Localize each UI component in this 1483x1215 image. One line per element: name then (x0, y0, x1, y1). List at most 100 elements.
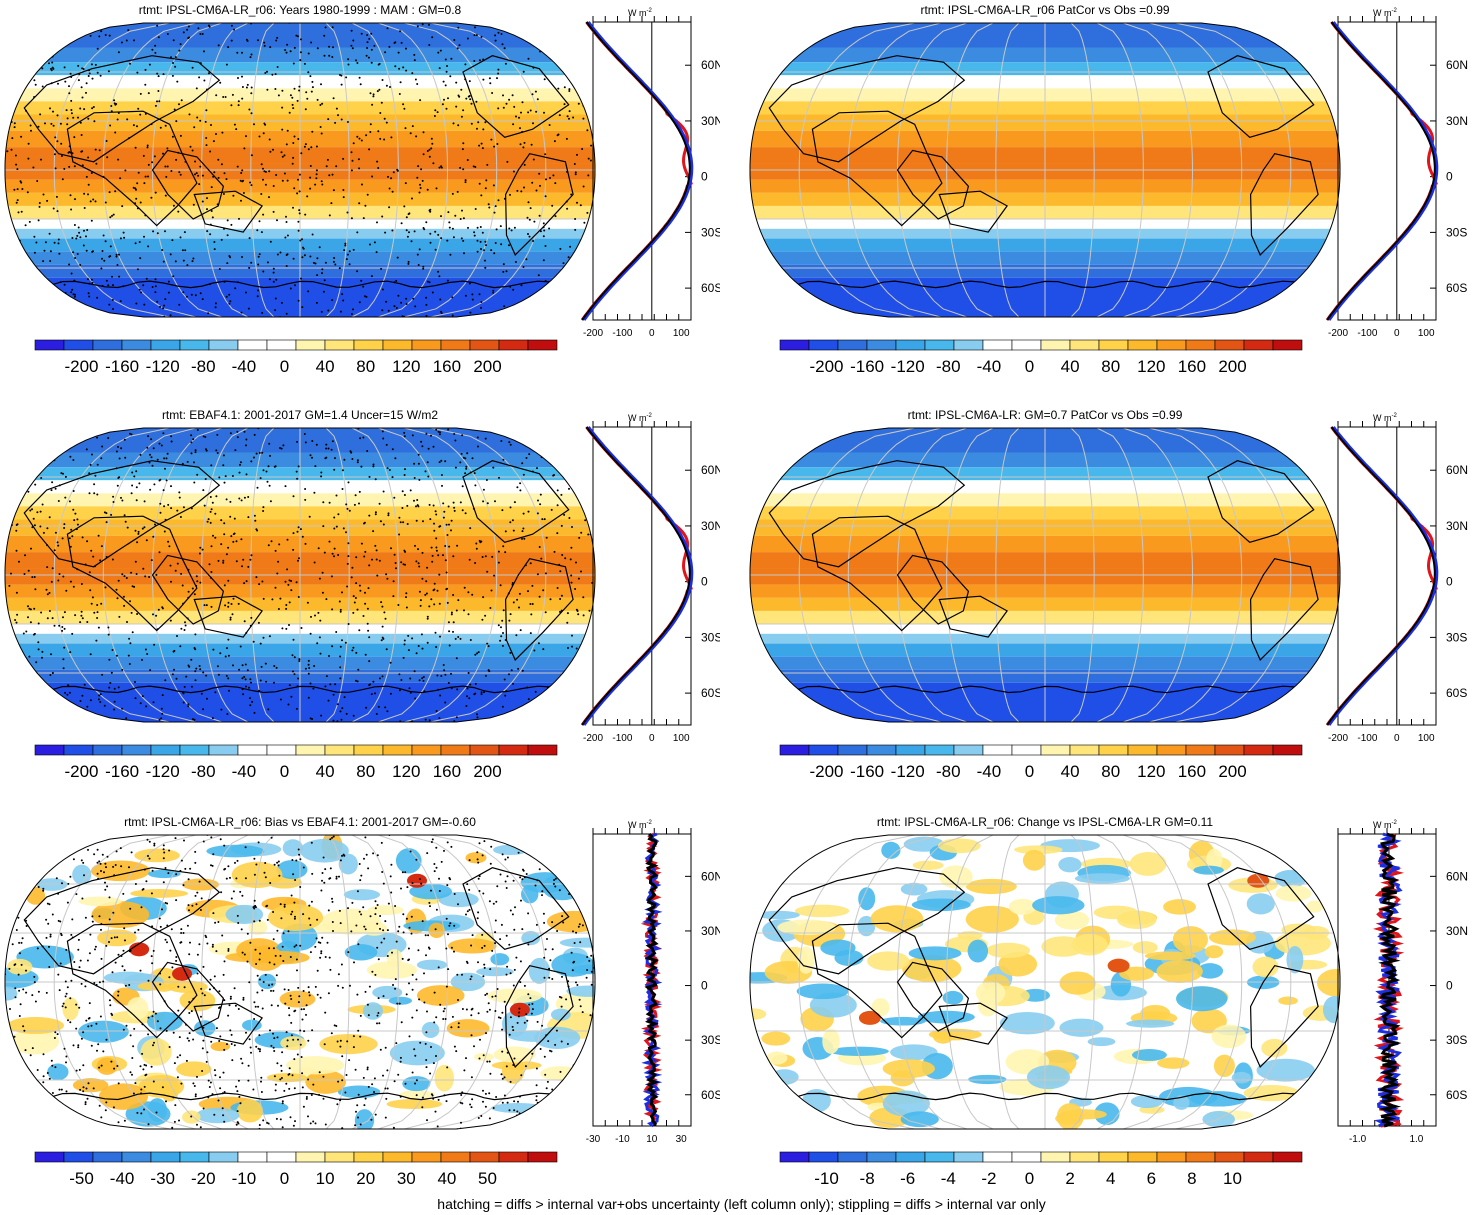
profile-unit: W m-2 (1373, 413, 1397, 423)
colorbar-swatch (779, 744, 810, 756)
field-blob (257, 973, 277, 990)
colorbar-swatch (92, 744, 123, 756)
colorbar-label: -30 (150, 1169, 175, 1188)
colorbar-label: -120 (146, 762, 180, 781)
colorbar-swatch (1214, 1151, 1245, 1163)
field-blob (1190, 1091, 1247, 1107)
field-blob (286, 1056, 345, 1075)
field-blob (305, 1070, 346, 1094)
colorbar-swatch (498, 339, 529, 351)
field-blob (1126, 1019, 1175, 1028)
colorbar-swatch (440, 1151, 471, 1163)
colorbar-swatch (837, 744, 868, 756)
profile-line-obs (1327, 426, 1439, 726)
lat-label: 0 (1446, 979, 1453, 993)
lat-label: 30N (701, 519, 720, 533)
colorbar-label: -80 (936, 357, 961, 376)
colorbar-label: -80 (191, 357, 216, 376)
world-map (749, 427, 1341, 723)
field-blob (1059, 971, 1096, 995)
colorbar-swatch (924, 744, 955, 756)
field-blob (72, 864, 92, 885)
field-blob (966, 878, 1017, 895)
profile-tick-label: 30 (676, 1134, 688, 1145)
field-blob (344, 944, 378, 961)
lat-label: 30S (1446, 1033, 1467, 1047)
field-blob (1261, 1038, 1288, 1058)
field-blob (1074, 873, 1130, 884)
field-blob (521, 931, 541, 946)
colorbar-label: -40 (977, 357, 1002, 376)
colorbar-swatch (382, 1151, 413, 1163)
field-blob (1246, 893, 1275, 915)
profile-tick-label: -100 (612, 733, 632, 744)
colorbar-swatch (150, 339, 181, 351)
field-blob (194, 1020, 216, 1037)
lat-label: 0 (701, 170, 708, 184)
colorbar-swatch (353, 1151, 384, 1163)
colorbar-swatch (808, 1151, 839, 1163)
field-blob (78, 1020, 129, 1043)
colorbar-swatch (1185, 339, 1216, 351)
colorbar-swatch (1156, 744, 1187, 756)
field-blob (820, 939, 856, 956)
field-blob (361, 921, 388, 936)
panel-svg: rtmt: IPSL-CM6A-LR_r06: Change vs IPSL-C… (749, 815, 1468, 1188)
colorbar-label: 160 (1178, 762, 1206, 781)
field-blob (248, 919, 268, 936)
lat-label: 30S (701, 630, 720, 644)
profile-unit: W m-2 (628, 8, 652, 18)
lat-label: 60S (1446, 686, 1467, 700)
colorbar-label: 0 (1025, 1169, 1034, 1188)
colorbar-swatch (469, 339, 500, 351)
colorbar-swatch (982, 1151, 1013, 1163)
lat-label: 0 (701, 575, 708, 589)
colorbar-swatch (179, 744, 210, 756)
field-blob (299, 838, 349, 863)
profile-line-reference (581, 21, 691, 321)
profile-tick-label: -200 (1328, 328, 1348, 339)
colorbar-label: -10 (232, 1169, 257, 1188)
profile-line-model (1373, 833, 1405, 1128)
colorbar-label: -120 (891, 762, 925, 781)
field-blob (1176, 986, 1228, 1012)
colorbar-swatch (982, 339, 1013, 351)
panel-obs-mean: rtmt: EBAF4.1: 2001-2017 GM=1.4 Uncer=15… (0, 405, 723, 800)
colorbar: -10 -8 -6 -4 -2 0 2 4 6 8 10 (779, 1151, 1303, 1188)
field-blob (1117, 910, 1157, 930)
profile-tick-label: -200 (583, 328, 603, 339)
colorbar-label: -40 (232, 357, 257, 376)
profile-line-obs (582, 426, 694, 726)
colorbar-swatch (527, 339, 558, 351)
colorbar-label: 120 (392, 357, 420, 376)
field-blob (1129, 852, 1167, 876)
colorbar-swatch (324, 339, 355, 351)
field-blob (279, 990, 316, 1008)
colorbar-swatch (295, 744, 326, 756)
colorbar-swatch (324, 1151, 355, 1163)
profile-line-reference (1326, 21, 1436, 321)
footnote: hatching = diffs > internal var+obs unce… (437, 1196, 1046, 1212)
lat-label: 30N (1446, 924, 1468, 938)
colorbar-swatch (1127, 744, 1158, 756)
coastlines (768, 460, 1319, 694)
colorbar-label: -4 (941, 1169, 956, 1188)
field-blob (917, 1010, 975, 1024)
colorbar-swatch (121, 744, 152, 756)
colorbar-swatch (895, 1151, 926, 1163)
colorbar-label: 40 (316, 357, 335, 376)
colorbar-label: -6 (900, 1169, 915, 1188)
lat-label: 60S (1446, 1088, 1467, 1102)
colorbar-swatch (440, 339, 471, 351)
colorbar-swatch (866, 1151, 897, 1163)
colorbar-swatch (34, 1151, 65, 1163)
zonal-profile: W m-2 60N 30N 0 30S 60S -200 -100 0 100 (1325, 8, 1468, 339)
field-blob (1252, 956, 1279, 978)
profile-tick-label: 0 (1394, 733, 1400, 744)
field-blob (881, 841, 901, 859)
lat-label: 30N (701, 924, 720, 938)
colorbar-label: 80 (1101, 357, 1120, 376)
field-blob (367, 905, 404, 916)
field-blob (965, 905, 1019, 933)
field-blob (6, 958, 33, 975)
